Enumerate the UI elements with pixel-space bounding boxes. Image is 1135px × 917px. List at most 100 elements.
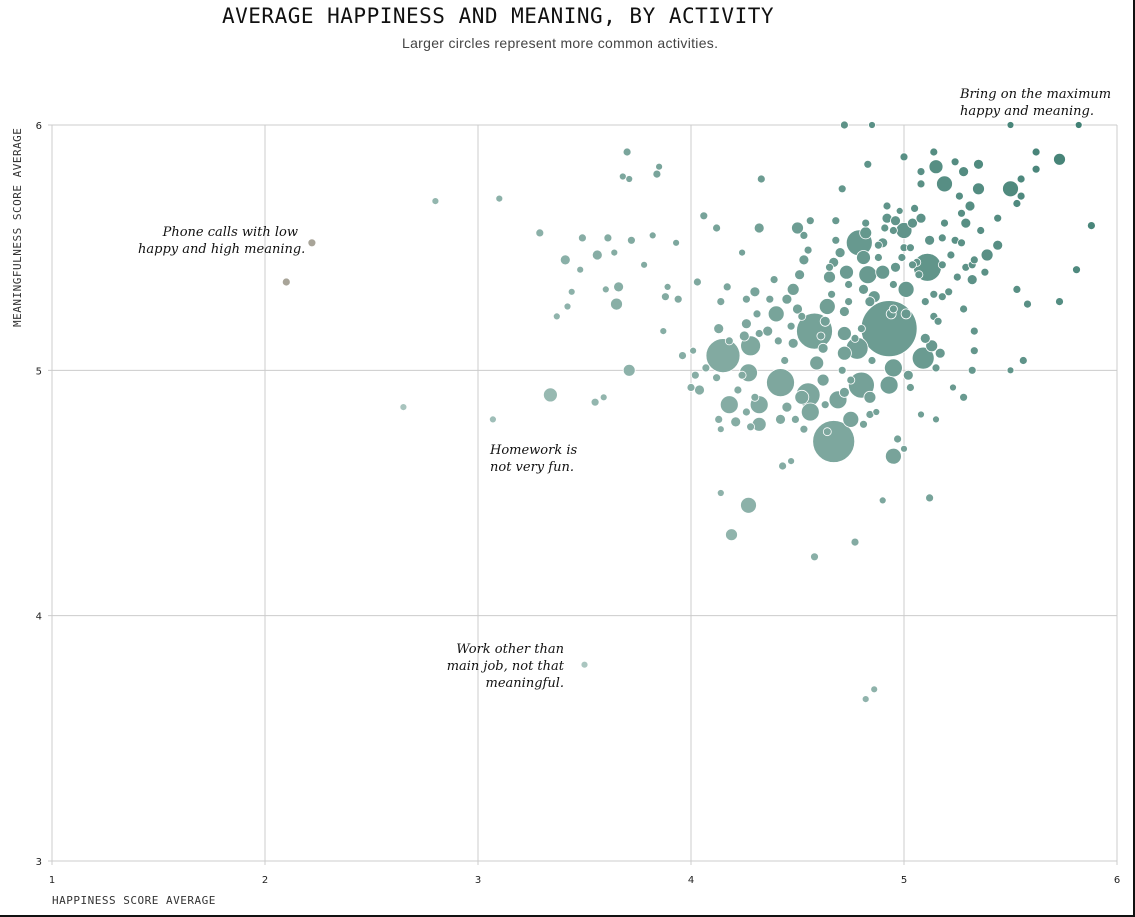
activity-bubble [712,223,721,233]
activity-bubble [976,226,986,235]
activity-bubble [870,685,879,694]
activity-bubble [858,283,869,295]
activity-bubble [610,297,623,311]
activity-bubble [610,248,619,257]
activity-bubble [950,157,960,167]
activity-bubble [980,267,990,277]
activity-bubble [969,346,979,356]
activity-bubble [952,272,962,282]
activity-bubble [599,393,608,402]
y-tick-label: 6 [36,121,42,132]
activity-bubble [973,158,984,170]
activity-bubble [810,552,819,562]
activity-bubble [1055,297,1064,307]
activity-bubble [837,326,852,341]
activity-bubble [673,294,683,304]
activity-bubble [859,226,873,240]
activity-bubble [767,305,785,323]
activity-bubble [690,370,700,380]
activity-bubble [825,262,834,272]
activity-bubble [957,238,966,248]
activity-bubble [543,387,558,403]
annotation-line: happy and meaning. [960,104,1094,119]
activity-bubble [822,427,832,437]
activity-bubble [591,249,603,261]
x-tick-label: 1 [49,875,55,886]
activity-bubble [878,496,887,505]
activity-bubble [601,285,610,294]
activity-bubble [890,261,901,273]
activity-bubble [916,167,926,177]
activity-bubble [955,191,964,201]
frame-right-edge [1133,0,1135,917]
activity-bubble [742,407,751,417]
activity-bubble [578,233,587,243]
activity-bubble [816,373,830,387]
activity-bubble [864,296,876,308]
activity-bubble [722,282,732,292]
activity-bubble [932,415,940,424]
activity-bubble [1006,121,1015,129]
activity-bubble [686,383,696,392]
activity-bubble [844,280,853,289]
activity-bubble [652,169,662,179]
activity-bubble [823,270,836,284]
activity-bubble [925,493,934,503]
activity-bubble [863,159,873,169]
activity-bubble [730,416,742,428]
activity-bubble [749,286,761,298]
activity-bubble [805,216,815,226]
annotation-line: main job, not that [446,659,564,674]
activity-bubble [885,447,902,465]
activity-bubble [846,375,856,385]
annotation-line: Phone calls with low [162,225,298,240]
activity-bubble [858,265,878,285]
activity-bubble [969,255,979,265]
activity-bubble [1031,147,1041,157]
y-tick-label: 4 [36,612,42,623]
data-points [281,120,1096,703]
activity-bubble [798,254,810,266]
activity-bubble [648,231,657,240]
activity-bubble [786,282,800,296]
activity-bubble [672,238,680,247]
activity-bubble [552,312,561,321]
activity-bubble [1006,366,1015,375]
activity-bubble [753,222,765,234]
activity-bubble [889,280,898,289]
annotation-work-other: Work other than main job, not that meani… [424,641,564,692]
activity-bubble [762,325,774,337]
x-axis-label: HAPPINESS SCORE AVERAGE [52,894,216,907]
activity-bubble [919,332,931,344]
activity-bubble [714,414,724,424]
activity-bubble [786,321,796,331]
activity-bubble [946,250,956,260]
activity-bubble [794,269,805,281]
activity-bubble [738,248,746,257]
activity-bubble [929,289,939,299]
activity-bubble [818,298,836,315]
activity-bubble [902,369,914,381]
activity-bubble [958,166,969,178]
activity-bubble [906,243,915,253]
activity-bubble [563,302,572,311]
activity-bubble [880,223,890,233]
activity-bubble [897,280,915,298]
tick-labels: 1 2 3 4 5 6 3 4 5 6 [36,121,1121,886]
activity-bubble [803,245,813,255]
activity-bubble [778,461,787,471]
activity-bubble [906,383,915,392]
activity-bubble [678,351,687,361]
activity-bubble [618,172,627,181]
activity-bubble [857,324,866,334]
activity-bubble [663,282,672,291]
activity-bubble [1012,284,1022,294]
activity-bubble [1016,174,1026,184]
activity-bubble [874,240,883,250]
annotation-line: Bring on the maximum [960,87,1112,102]
activity-bubble [307,238,317,248]
activity-bubble [725,528,738,542]
activity-bubble [716,297,726,307]
activity-bubble [933,316,943,326]
activity-bubble [874,253,883,262]
